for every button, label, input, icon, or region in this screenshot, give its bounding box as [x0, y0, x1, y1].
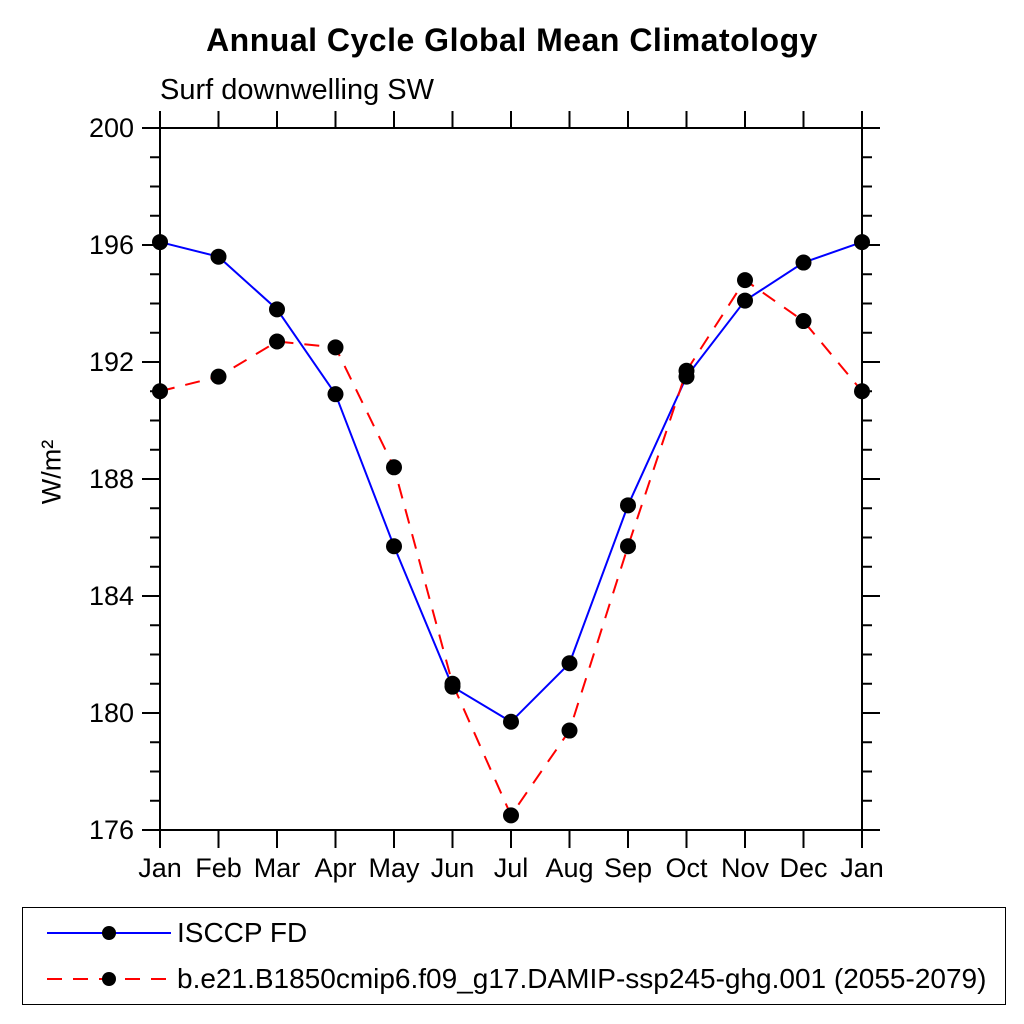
- data-point-series-0: [210, 248, 227, 265]
- y-tick-label: 184: [89, 581, 134, 611]
- data-point-series-1: [678, 362, 695, 379]
- data-point-series-1: [737, 272, 753, 289]
- data-point-series-0: [386, 538, 402, 555]
- data-point-series-1: [503, 807, 519, 824]
- data-point-series-0: [620, 497, 636, 514]
- series-line-0: [159, 241, 863, 724]
- chart-subtitle: Surf downwelling SW: [160, 74, 434, 106]
- data-point-series-0: [854, 234, 870, 251]
- y-tick-label: 196: [89, 230, 134, 260]
- x-tick-label: Dec: [779, 853, 827, 883]
- data-point-series-0: [269, 301, 285, 318]
- y-tick-label: 200: [89, 113, 134, 143]
- data-point-series-1: [854, 383, 870, 400]
- x-tick-label: Jan: [840, 853, 884, 883]
- legend: ISCCP FD b.e21.B1850cmip6.f09_g17.DAMIP-…: [22, 907, 1006, 1005]
- data-point-series-1: [561, 722, 578, 739]
- x-tick-label: Jan: [138, 853, 182, 883]
- data-point-series-0: [795, 254, 812, 271]
- legend-entry-model-run: b.e21.B1850cmip6.f09_g17.DAMIP-ssp245-gh…: [23, 958, 1005, 1000]
- y-tick-label: 188: [89, 464, 134, 494]
- plot-area: 176 180 184 188 192 196 200 Jan Feb Mar Apr May Jun J…: [89, 111, 884, 883]
- data-point-series-1: [620, 538, 636, 555]
- chart-title: Annual Cycle Global Mean Climatology: [206, 22, 818, 58]
- legend-sample-marker: [102, 926, 116, 940]
- data-point-series-1: [327, 339, 344, 356]
- legend-line-sample-blue-solid: [47, 926, 171, 940]
- data-point-series-0: [152, 234, 168, 251]
- legend-label-model-run: b.e21.B1850cmip6.f09_g17.DAMIP-ssp245-gh…: [177, 963, 987, 994]
- legend-line-sample-red-dashed: [47, 972, 171, 986]
- y-tick-label: 176: [89, 815, 134, 845]
- x-tick-label: Nov: [721, 853, 770, 883]
- x-tick-label: Feb: [195, 853, 242, 883]
- x-tick-label: Mar: [254, 853, 301, 883]
- y-tick-label: 192: [89, 347, 134, 377]
- y-tick-label: 180: [89, 698, 134, 728]
- data-point-series-1: [795, 313, 812, 330]
- data-point-series-0: [737, 292, 753, 309]
- legend-entry-isccp-fd: ISCCP FD: [23, 912, 1005, 954]
- data-point-series-1: [444, 675, 461, 692]
- x-tick-label: Aug: [545, 853, 593, 883]
- x-tick-label: Oct: [665, 853, 708, 883]
- data-point-series-0: [561, 655, 578, 672]
- data-point-series-1: [269, 333, 285, 350]
- x-tick-label: Jun: [431, 853, 475, 883]
- x-tick-label: Jul: [494, 853, 529, 883]
- x-tick-label: Apr: [314, 853, 356, 883]
- legend-label-isccp-fd: ISCCP FD: [177, 917, 308, 948]
- legend-sample-marker: [102, 972, 116, 986]
- x-tick-label: Sep: [604, 853, 652, 883]
- data-point-series-1: [210, 368, 227, 385]
- data-point-series-0: [503, 713, 519, 730]
- data-point-series-1: [152, 383, 168, 400]
- data-point-series-1: [386, 459, 402, 476]
- series-line-1: [159, 278, 863, 818]
- data-point-series-0: [327, 386, 344, 403]
- x-tick-label: May: [368, 853, 420, 883]
